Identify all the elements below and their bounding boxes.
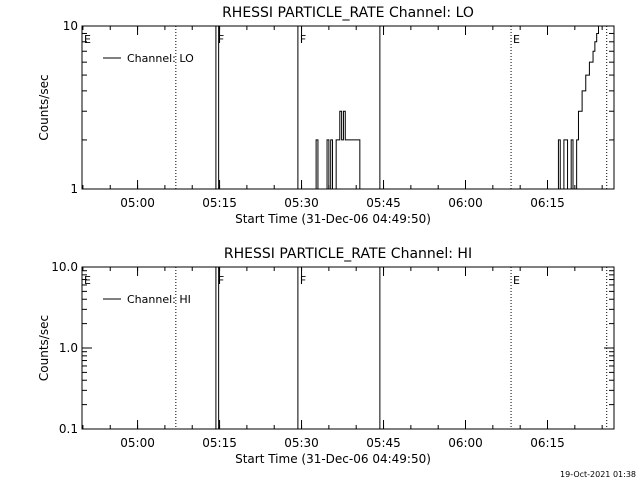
x-tick-label: 05:15 [202,196,237,210]
y-tick-label: 1.0 [59,341,78,355]
x-tick-label: 05:30 [284,436,319,450]
x-tick-label: 05:30 [284,196,319,210]
y-tick-label: 10 [63,19,78,33]
event-marker-label: F [300,274,306,287]
event-marker-label: F [218,33,224,46]
x-tick-label: 06:15 [530,436,565,450]
y-tick-label: 1 [70,182,78,196]
chart-title: RHESSI PARTICLE_RATE Channel: HI [224,246,472,262]
y-tick-label: 0.1 [59,422,78,436]
x-tick-label: 05:00 [120,196,155,210]
x-tick-label: 06:15 [530,196,565,210]
event-marker-label: E [84,33,91,46]
event-marker-label: F [218,274,224,287]
generation-timestamp: 19-Oct-2021 01:38 [560,470,636,479]
event-marker-label: E [84,274,91,287]
legend-label: Channel: LO [127,52,194,65]
x-tick-label: 05:00 [120,436,155,450]
event-marker-label: F [300,33,306,46]
event-marker-label: E [513,33,520,46]
data-series-line [314,25,606,190]
x-tick-label: 05:45 [366,436,401,450]
x-tick-label: 05:15 [202,436,237,450]
chart-panel-2: RHESSI PARTICLE_RATE Channel: HI 05:00 05:… [37,246,615,466]
plot-frame [81,25,615,190]
legend-label: Channel: HI [127,293,191,306]
x-tick-label: 06:00 [448,436,483,450]
chart-panel-1: RHESSI PARTICLE_RATE Channel: LO 05:00 05:… [37,5,615,226]
y-tick-label: 10.0 [51,260,78,274]
x-tick-label: 05:45 [366,196,401,210]
chart-title: RHESSI PARTICLE_RATE Channel: LO [222,5,474,21]
plot-frame [81,266,615,430]
y-axis-label: Counts/sec [37,315,51,381]
x-axis-label: Start Time (31-Dec-06 04:49:50) [235,212,431,226]
x-axis-label: Start Time (31-Dec-06 04:49:50) [235,452,431,466]
x-tick-label: 06:00 [448,196,483,210]
y-axis-label: Counts/sec [37,74,51,140]
event-marker-label: E [513,274,520,287]
